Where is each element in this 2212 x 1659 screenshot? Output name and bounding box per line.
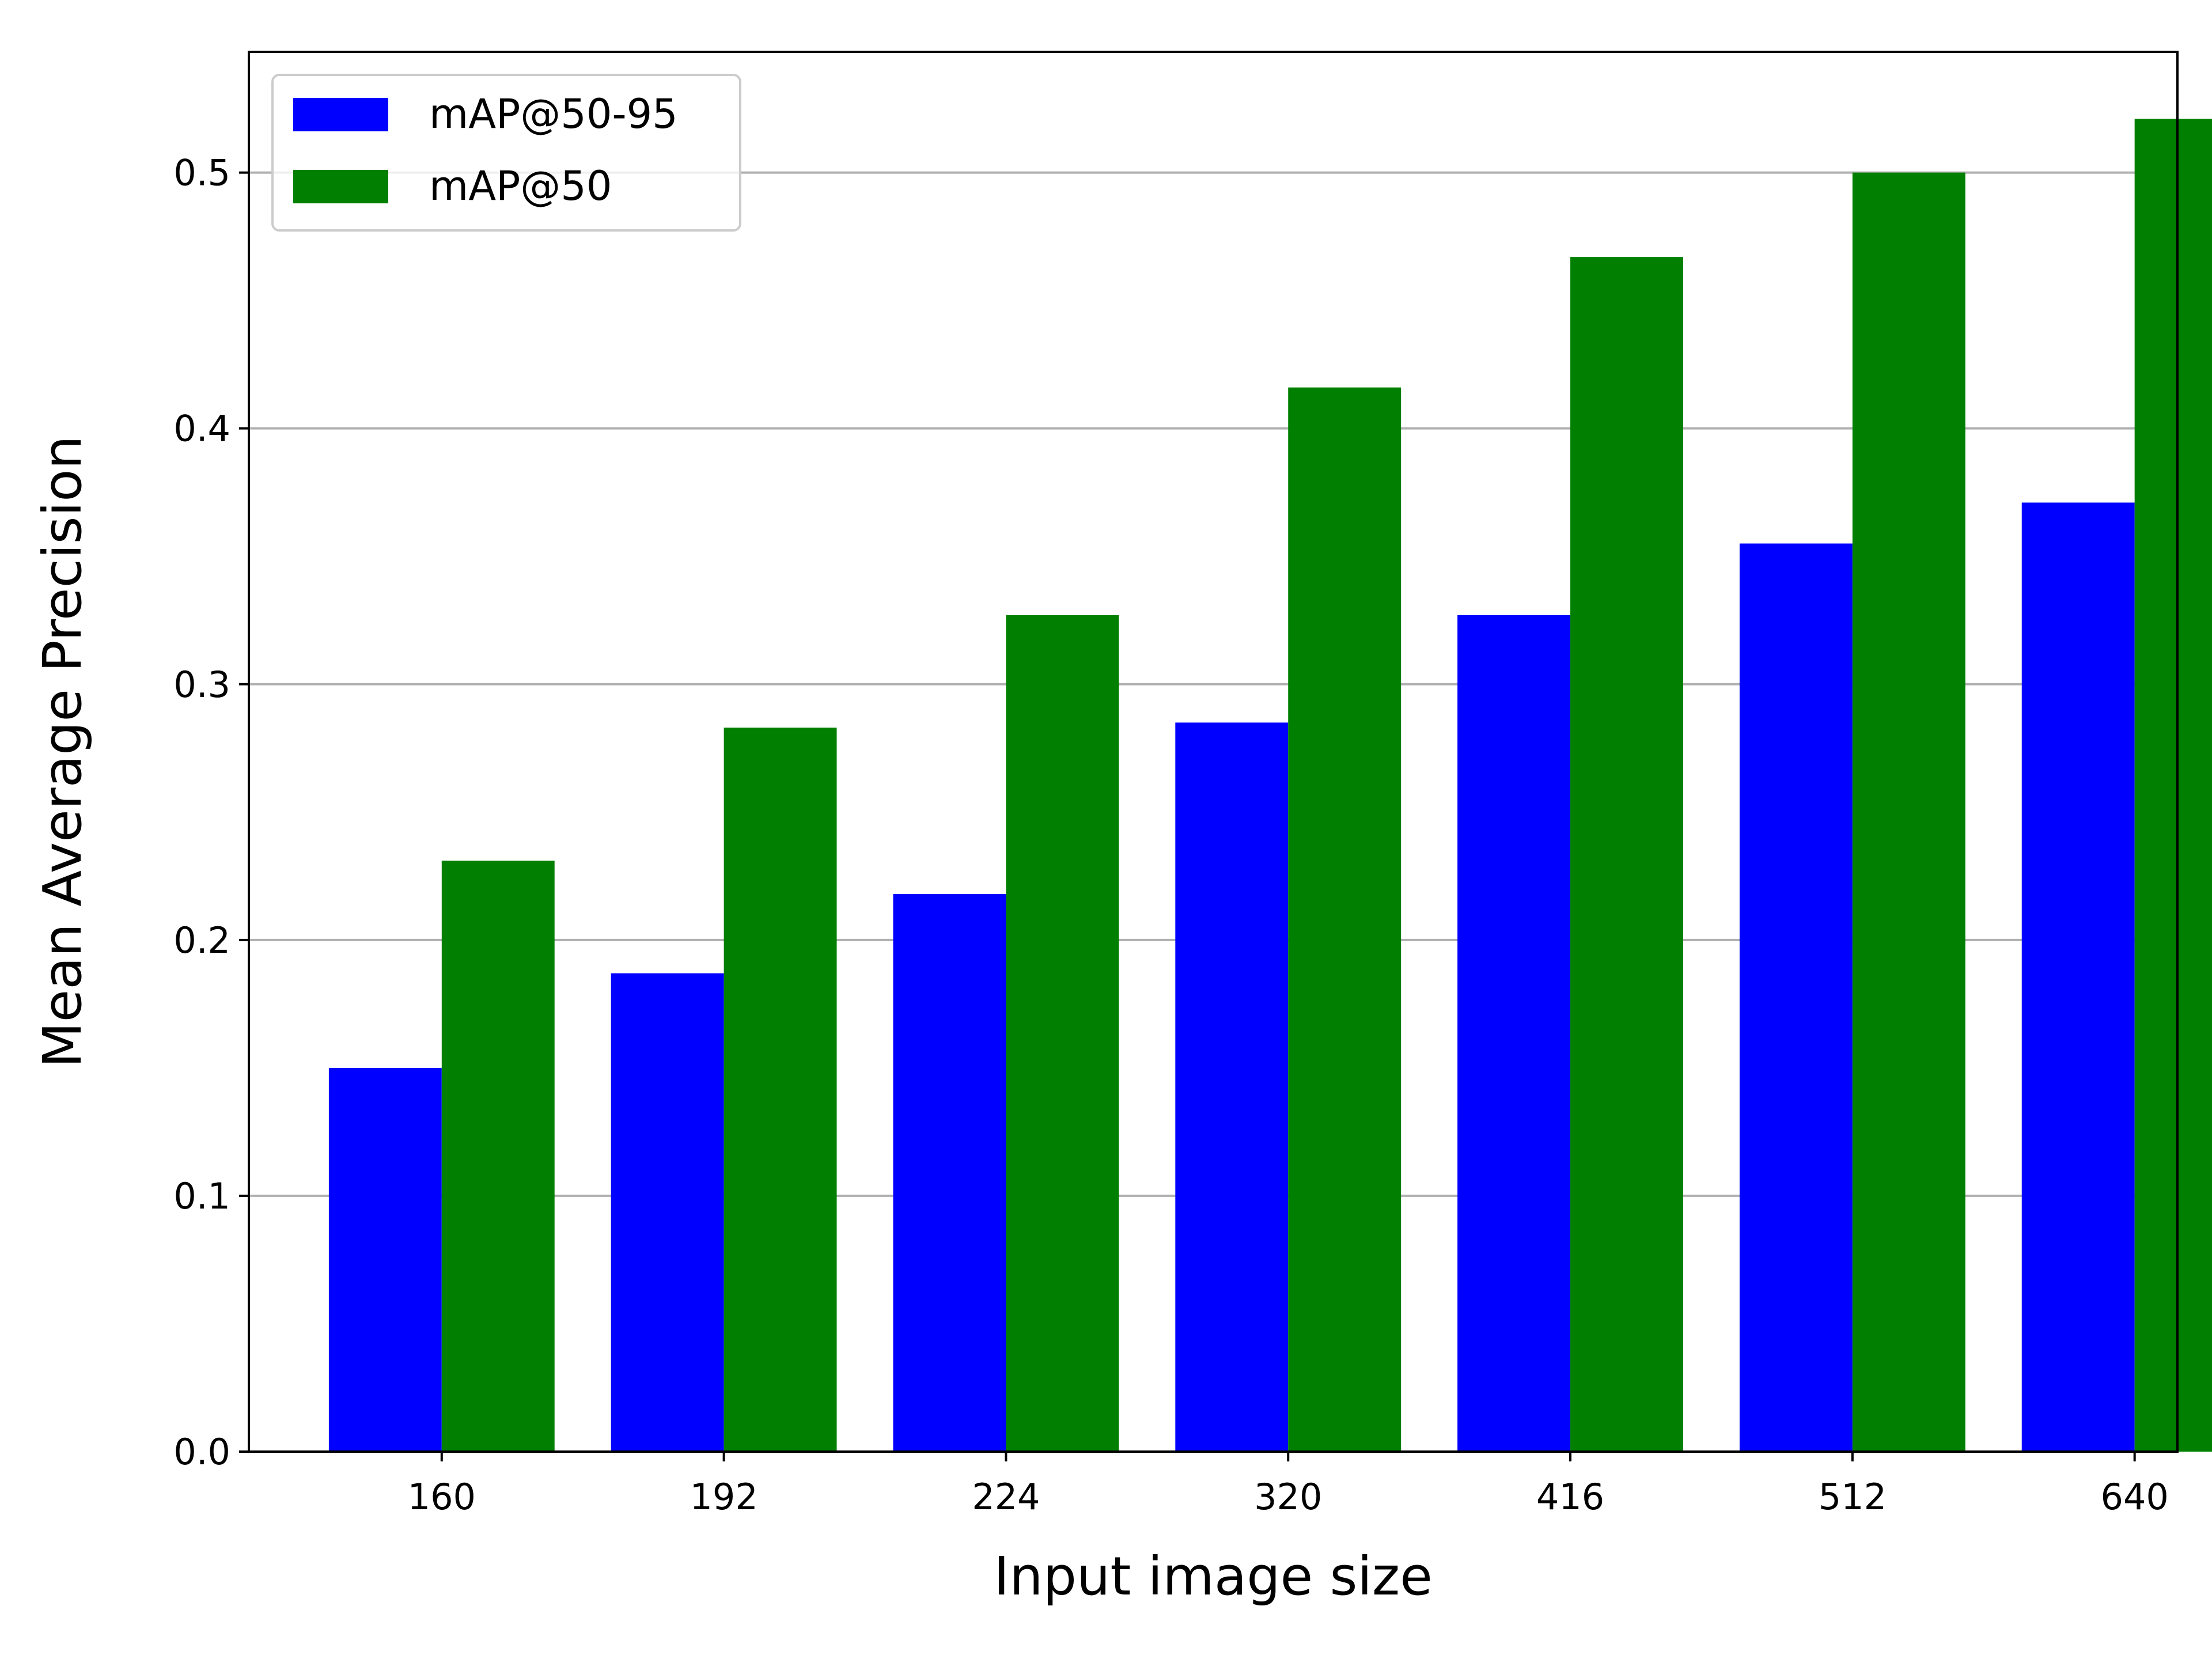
bar-map50-95-192 (611, 973, 724, 1452)
y-tick-label: 0.3 (173, 664, 230, 706)
x-tick-label: 192 (690, 1476, 757, 1518)
y-tick-label: 0.5 (173, 152, 230, 194)
bar-map50-224 (1006, 615, 1119, 1452)
y-axis-title: Mean Average Precision (32, 435, 93, 1067)
legend-swatch-map50-95 (293, 98, 388, 131)
x-axis-title: Input image size (994, 1546, 1433, 1607)
bar-map50-192 (724, 728, 837, 1452)
legend: mAP@50-95 mAP@50 (271, 74, 741, 232)
y-tick-label: 0.2 (173, 919, 230, 961)
plot-frame (248, 51, 2179, 1453)
x-tick-label: 512 (1819, 1476, 1887, 1518)
x-tick-label: 224 (972, 1476, 1040, 1518)
x-tick-label: 160 (408, 1476, 476, 1518)
bar-map50-640 (2134, 119, 2212, 1452)
bar-map50-95-224 (893, 893, 1006, 1452)
bars (328, 119, 2212, 1452)
bar-map50-95-640 (2021, 502, 2135, 1452)
y-tick-label: 0.0 (173, 1431, 230, 1473)
axis-ticks: 0.0 0.1 0.2 0.3 0.4 0.5 160 192 224 320 416 512 640 (173, 152, 2168, 1518)
y-tick-label: 0.1 (173, 1175, 230, 1217)
legend-label-map50-95: mAP@50-95 (429, 90, 678, 138)
x-tick-label: 320 (1254, 1476, 1322, 1518)
bar-map50-160 (441, 861, 555, 1452)
bar-map50-95-416 (1457, 615, 1571, 1452)
legend-box (271, 74, 741, 232)
x-tick-label: 640 (2101, 1476, 2169, 1518)
legend-label-map50: mAP@50 (429, 162, 612, 210)
bar-map50-95-160 (328, 1067, 442, 1452)
bar-map50-95-512 (1739, 543, 1853, 1452)
legend-swatch-map50 (293, 170, 388, 203)
x-tick-label: 416 (1536, 1476, 1604, 1518)
bar-map50-95-320 (1175, 722, 1289, 1452)
bar-map50-320 (1288, 387, 1402, 1452)
bar-map50-416 (1570, 257, 1683, 1452)
y-tick-label: 0.4 (173, 408, 230, 450)
bar-map50-512 (1852, 172, 1965, 1452)
